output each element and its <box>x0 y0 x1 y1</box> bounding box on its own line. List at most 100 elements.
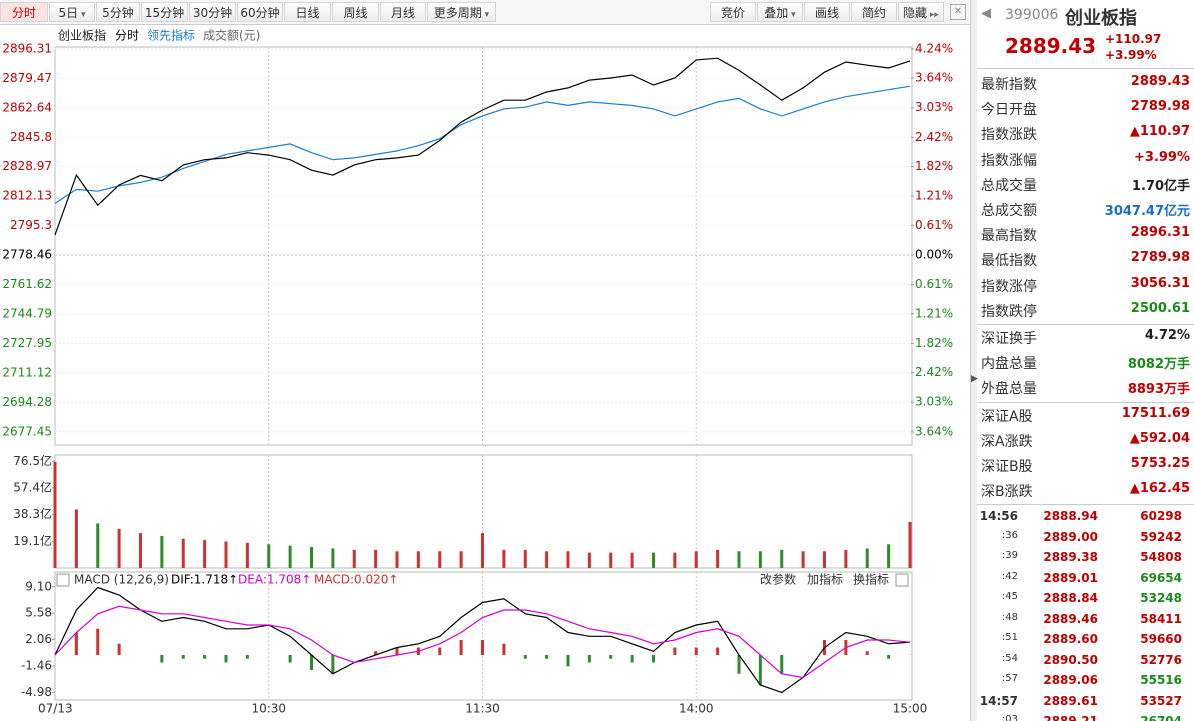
volume-bar <box>139 533 142 568</box>
tick-time: :45 <box>1001 591 1018 603</box>
quote-value: 2896.31 <box>1130 225 1190 241</box>
macd-bar <box>203 655 207 659</box>
tool-button[interactable]: 画线 <box>804 2 850 22</box>
indicator-action[interactable]: 加指标 <box>807 572 843 587</box>
quote-value: ▲592.04 <box>1129 430 1190 446</box>
macd-bar <box>716 647 720 655</box>
macd-bar <box>673 647 677 655</box>
quote-value: ▲162.45 <box>1129 481 1190 497</box>
indicator-action[interactable]: 换指标 <box>853 572 889 587</box>
macd-bar <box>117 643 121 655</box>
y-tick-label: -1.46 <box>21 658 52 672</box>
volume-bar <box>331 548 335 568</box>
volume-bar <box>438 551 442 568</box>
y2-tick-label: 3.64% <box>915 71 953 85</box>
macd-bar <box>566 655 570 667</box>
macd-bar <box>331 655 335 674</box>
y-tick-label: 2778.46 <box>2 248 52 262</box>
panel-divider[interactable]: ▶ <box>970 0 978 721</box>
tick-row: :57 2889.06 55516 <box>977 671 1190 691</box>
plot-frame <box>54 46 913 446</box>
plot-frame <box>54 571 913 701</box>
quote-row: 指数涨幅 +3.99% <box>977 147 1190 172</box>
quote-row: 深B涨跌 ▲162.45 <box>977 478 1190 503</box>
quote-label: 最新指数 <box>981 77 1037 93</box>
period-tab[interactable]: 周线 <box>332 2 379 22</box>
tick-time: :39 <box>1001 550 1018 562</box>
volume-bar <box>630 552 634 568</box>
series-label: 领先指标 <box>147 28 195 43</box>
y2-tick-label: 1.82% <box>915 159 953 173</box>
help-icon[interactable] <box>56 573 70 587</box>
y-tick-label: 2862.64 <box>2 100 52 114</box>
tick-volume: 59660 <box>1140 632 1182 647</box>
macd-bar <box>160 655 164 663</box>
period-tab[interactable]: 15分钟 <box>141 2 188 22</box>
legend-entry: DIF:1.718↑ <box>171 573 238 587</box>
macd-bar <box>481 640 484 655</box>
volume-bar <box>310 547 313 568</box>
tool-button[interactable]: 叠加 <box>757 2 803 22</box>
y-tick-label: 2677.45 <box>2 424 52 438</box>
quote-row: 最高指数 2896.31 <box>977 222 1190 247</box>
tick-row: :45 2888.84 53248 <box>977 589 1190 609</box>
period-tab[interactable]: 日线 <box>284 2 331 22</box>
tool-button[interactable]: 简约 <box>851 2 897 22</box>
quote-value: 2889.43 <box>1130 74 1190 89</box>
quote-value: 17511.69 <box>1121 405 1190 421</box>
macd-line <box>54 605 911 679</box>
macd-bar <box>758 655 762 685</box>
macd-bar <box>780 655 784 674</box>
tick-price: 2889.01 <box>1043 570 1098 585</box>
indicator-action[interactable]: 改参数 <box>760 572 796 587</box>
separator <box>977 324 1194 325</box>
tick-price: 2889.38 <box>1043 550 1098 565</box>
tick-row: :51 2889.60 59660 <box>977 630 1190 650</box>
tick-time: :57 <box>1001 673 1018 685</box>
macd-bar <box>74 632 78 655</box>
quote-row: 深证B股 5753.25 <box>977 453 1190 478</box>
macd-line <box>54 586 911 694</box>
y-tick-label: 19.1亿 <box>13 533 52 548</box>
quote-label: 指数跌停 <box>981 303 1037 320</box>
change-pct: +3.99% <box>1105 48 1157 62</box>
tick-row: :54 2890.50 52776 <box>977 651 1190 671</box>
tick-price: 2889.60 <box>1043 632 1098 647</box>
close-button[interactable]: ✕ <box>950 4 966 20</box>
volume-bar <box>245 542 249 568</box>
macd-bar <box>245 655 249 659</box>
period-tab[interactable]: 5分钟 <box>96 2 140 22</box>
quote-value: 8893万手 <box>1127 382 1190 398</box>
period-tab[interactable]: 5日 <box>49 2 95 22</box>
period-tab[interactable]: 分时 <box>0 2 48 22</box>
volume-title: 成交额(元) <box>203 28 260 43</box>
tick-volume: 58411 <box>1140 611 1182 626</box>
y2-tick-label: 1.21% <box>915 306 953 320</box>
period-tab[interactable]: 30分钟 <box>189 2 236 22</box>
period-tab[interactable]: 60分钟 <box>237 2 283 22</box>
tick-time: :42 <box>1001 570 1018 582</box>
macd-bar <box>694 647 698 655</box>
tick-volume: 52776 <box>1140 652 1182 667</box>
tool-button[interactable]: 隐藏 <box>898 2 944 22</box>
quote-label: 外盘总量 <box>981 381 1037 398</box>
quote-label: 深B涨跌 <box>981 484 1033 501</box>
quote-value: 3056.31 <box>1130 275 1190 291</box>
prev-arrow[interactable]: ◀ <box>981 6 991 21</box>
tool-button[interactable]: 竞价 <box>710 2 756 22</box>
tick-price: 2889.00 <box>1043 529 1098 544</box>
quote-row: 深A涨跌 ▲592.04 <box>977 428 1190 453</box>
period-tab[interactable]: 更多周期 <box>427 2 496 22</box>
separator <box>977 401 1194 403</box>
tick-row: 14:57 2889.61 53527 <box>977 692 1190 712</box>
charts: 创业板指 分时 领先指标 成交额(元) 2896.31 2879.47 2862.64 284… <box>2 28 953 716</box>
period-tab[interactable]: 月线 <box>380 2 426 22</box>
macd-bar <box>523 655 527 659</box>
macd-bar <box>652 655 655 663</box>
close-indicator[interactable] <box>895 573 909 587</box>
quote-label: 总成交量 <box>981 177 1037 194</box>
tick-volume: 53248 <box>1140 591 1182 606</box>
macd-bar <box>865 651 869 655</box>
volume-bar <box>887 544 891 568</box>
tick-time: :36 <box>1001 529 1018 541</box>
